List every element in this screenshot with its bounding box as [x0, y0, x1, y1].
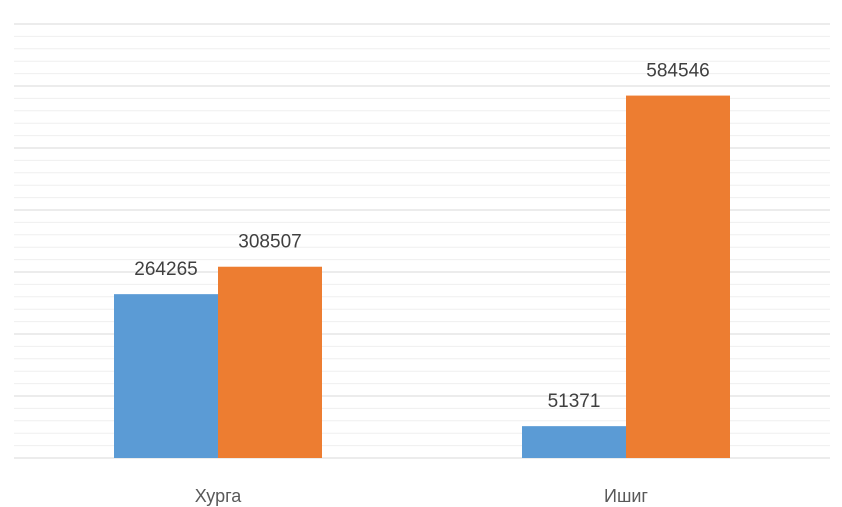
data-label: 308507 [238, 232, 301, 253]
data-label: 264265 [134, 259, 197, 280]
x-tick-label: Хурга [195, 486, 243, 506]
bar [626, 95, 730, 458]
bar [114, 294, 218, 458]
data-label: 584546 [646, 61, 709, 82]
bar [522, 426, 626, 458]
bar [218, 266, 322, 458]
data-label: 51371 [548, 391, 601, 412]
x-tick-label: Ишиг [604, 486, 648, 506]
